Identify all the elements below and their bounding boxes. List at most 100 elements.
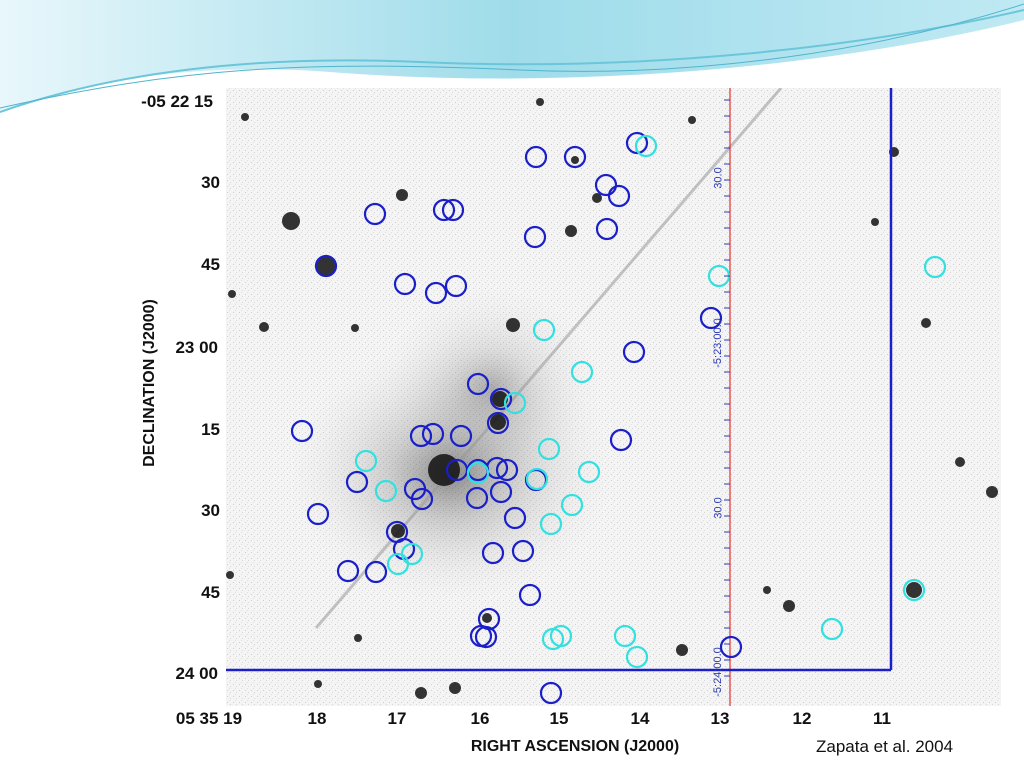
overlay-tick-label: 30.0 (712, 497, 725, 519)
star-point (536, 98, 544, 106)
star-point (316, 256, 336, 276)
source-circle (489, 480, 513, 504)
star-point (921, 318, 931, 328)
source-circle (363, 202, 387, 226)
source-circle (306, 502, 330, 526)
source-circle (486, 411, 510, 435)
source-circle (625, 131, 649, 155)
source-circle (495, 458, 519, 482)
source-circle (539, 681, 563, 705)
dec-tick-label: 45 (201, 583, 220, 602)
source-circle (622, 340, 646, 364)
dec-tick-label: -05 22 15 (141, 92, 213, 111)
star-point (415, 687, 427, 699)
source-circle-cyan (625, 645, 649, 669)
star-point (506, 318, 520, 332)
source-circle (314, 254, 338, 278)
source-circle-cyan (400, 542, 424, 566)
source-circle-cyan (923, 255, 947, 279)
star-point (763, 586, 771, 594)
star-point (396, 189, 408, 201)
star-point (571, 156, 579, 164)
source-circle (594, 173, 618, 197)
source-circle-cyan (374, 479, 398, 503)
overlay-tick-label: -5:24:00.0 (711, 647, 724, 697)
source-circle (518, 583, 542, 607)
star-point (314, 680, 322, 688)
source-circle-cyan (466, 461, 490, 485)
star-point (449, 682, 461, 694)
source-circle (364, 560, 388, 584)
source-circle (503, 506, 527, 530)
dec-tick-label: 24 00 (175, 664, 218, 683)
ra-tick-label: 05 35 19 (175, 709, 243, 728)
star-point (906, 582, 922, 598)
source-circle-cyan (634, 134, 658, 158)
y-axis-title: DECLINATION (J2000) (141, 299, 158, 467)
source-circle-cyan (532, 318, 556, 342)
source-circle-cyan (613, 624, 637, 648)
source-circle (424, 281, 448, 305)
source-circle (474, 625, 498, 649)
star-point (565, 225, 577, 237)
source-circle (511, 539, 535, 563)
star-point (676, 644, 688, 656)
star-point (228, 290, 236, 298)
ra-tick-label: 13 (710, 709, 730, 728)
dec-tick-label: 30 (201, 501, 220, 520)
star-point (986, 486, 998, 498)
source-circle (524, 145, 548, 169)
dec-tick-label: 23 00 (175, 338, 218, 357)
source-circle-cyan (525, 467, 549, 491)
overlay-tick-label: 30.0 (712, 167, 725, 189)
source-circle (449, 424, 473, 448)
source-circle-cyan (541, 627, 565, 651)
source-circle (481, 541, 505, 565)
source-circle (607, 184, 631, 208)
source-circle-cyan (570, 360, 594, 384)
star-point (783, 600, 795, 612)
source-circle-cyan (503, 391, 527, 415)
ra-tick-label: 11 (873, 709, 891, 728)
ra-tick-label: 12 (792, 709, 812, 728)
source-circle (699, 306, 723, 330)
ra-tick-label: 15 (549, 709, 569, 728)
star-point (351, 324, 359, 332)
source-circle (410, 487, 434, 511)
star-point (955, 457, 965, 467)
star-point (259, 322, 269, 332)
ra-tick-label: 18 (307, 709, 327, 728)
source-circle (563, 145, 587, 169)
source-circle (421, 422, 445, 446)
ra-tick-label: 17 (387, 709, 407, 728)
x-axis-title: RIGHT ASCENSION (J2000) (470, 738, 680, 755)
star-point (490, 414, 506, 430)
source-circle (432, 198, 456, 222)
source-circle (409, 424, 433, 448)
figure-credit: Zapata et al. 2004 (816, 737, 954, 756)
star-point (391, 524, 405, 538)
source-circle (595, 217, 619, 241)
source-circle (441, 198, 465, 222)
source-circle-cyan (537, 437, 561, 461)
source-circle (719, 635, 743, 659)
source-circle (523, 225, 547, 249)
ra-tick-label: 16 (470, 709, 490, 728)
source-circle-cyan (539, 512, 563, 536)
star-point (354, 634, 362, 642)
source-circle (444, 274, 468, 298)
ra-tick-label: 14 (630, 709, 650, 728)
source-circle (290, 419, 314, 443)
source-circle (609, 428, 633, 452)
star-point (482, 613, 492, 623)
star-point (871, 218, 879, 226)
decorative-header-wave (0, 0, 1024, 113)
star-point (282, 212, 300, 230)
source-circle-cyan (577, 460, 601, 484)
dec-tick-label: 45 (201, 255, 220, 274)
source-circle (336, 559, 360, 583)
star-point (241, 113, 249, 121)
source-circle (345, 470, 369, 494)
